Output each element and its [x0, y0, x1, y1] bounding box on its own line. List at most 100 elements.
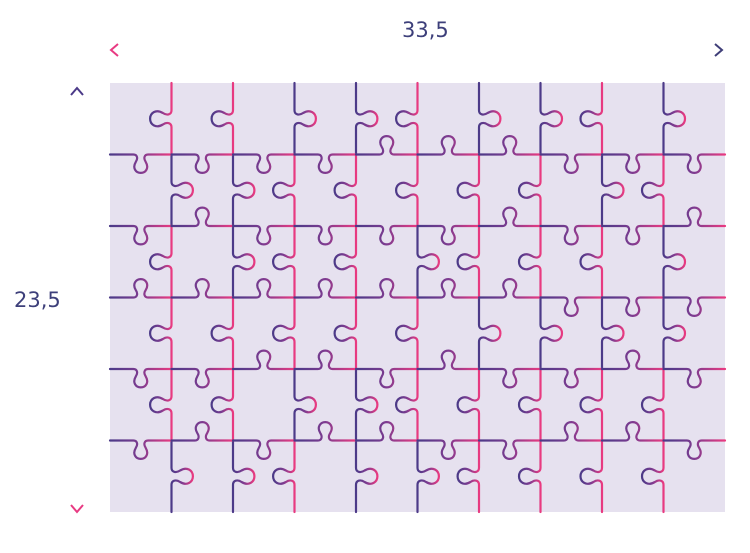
horizontal-cut [477, 439, 542, 461]
horizontal-cut [354, 367, 419, 389]
vertical-cut [456, 224, 481, 299]
vertical-cut [293, 367, 318, 442]
horizontal-cut [416, 134, 481, 156]
horizontal-cut [416, 439, 481, 461]
vertical-cut [456, 367, 481, 442]
horizontal-cut [416, 277, 481, 299]
vertical-cut [231, 439, 256, 514]
vertical-cut [231, 153, 256, 228]
horizontal-cut [231, 153, 296, 175]
horizontal-cut [477, 206, 542, 228]
horizontal-cut [600, 153, 665, 175]
vertical-cut [333, 224, 358, 299]
horizontal-cut [354, 420, 419, 442]
vertical-cut [354, 439, 379, 514]
horizontal-cut [600, 296, 665, 318]
vertical-cut [210, 367, 235, 442]
vertical-cut [416, 224, 441, 299]
horizontal-cut [231, 349, 296, 371]
vertical-cut [539, 296, 564, 371]
horizontal-cut [539, 296, 604, 318]
horizontal-cut [662, 206, 727, 228]
vertical-cut [640, 153, 665, 228]
horizontal-cut [293, 224, 358, 246]
horizontal-cut [600, 349, 665, 371]
vertical-cut [271, 439, 296, 514]
vertical-cut [477, 296, 502, 371]
horizontal-cut [416, 349, 481, 371]
horizontal-cut [539, 420, 604, 442]
horizontal-cut [539, 367, 604, 389]
horizontal-cut [477, 277, 542, 299]
vertical-cut [456, 153, 481, 228]
vertical-cut [148, 81, 173, 156]
vertical-cut [148, 224, 173, 299]
horizontal-cut [662, 296, 727, 318]
horizontal-cut [477, 134, 542, 156]
vertical-cut [662, 296, 687, 371]
vertical-cut [600, 153, 625, 228]
width-label: 33,5 [402, 18, 449, 42]
vertical-cut [477, 81, 502, 156]
horizontal-cut [231, 439, 296, 461]
vertical-cut [170, 439, 195, 514]
vertical-cut [231, 224, 256, 299]
vertical-cut [210, 81, 235, 156]
horizontal-cut [231, 277, 296, 299]
horizontal-cut [108, 367, 173, 389]
vertical-cut [354, 367, 379, 442]
horizontal-cut [662, 367, 727, 389]
horizontal-cut [293, 153, 358, 175]
horizontal-cut [108, 224, 173, 246]
vertical-cut [640, 367, 665, 442]
vertical-cut [416, 439, 441, 514]
height-label: 23,5 [14, 288, 61, 312]
horizontal-cut [108, 277, 173, 299]
vertical-cut [517, 224, 542, 299]
vertical-cut [293, 81, 318, 156]
vertical-cut [333, 153, 358, 228]
horizontal-cut [170, 367, 235, 389]
horizontal-cut [108, 153, 173, 175]
horizontal-cut [539, 224, 604, 246]
vertical-cut [579, 224, 604, 299]
vertical-cut [517, 153, 542, 228]
horizontal-cut [600, 224, 665, 246]
width-dimension-arrow [109, 43, 724, 57]
horizontal-cut [231, 224, 296, 246]
vertical-cut [517, 439, 542, 514]
vertical-cut [271, 296, 296, 371]
horizontal-cut [539, 153, 604, 175]
horizontal-cut [662, 439, 727, 461]
vertical-cut [333, 296, 358, 371]
vertical-cut [394, 81, 419, 156]
horizontal-cut [293, 420, 358, 442]
horizontal-cut [170, 420, 235, 442]
horizontal-cut [293, 349, 358, 371]
vertical-cut [662, 81, 687, 156]
horizontal-cut [170, 153, 235, 175]
vertical-cut [539, 81, 564, 156]
vertical-cut [456, 439, 481, 514]
vertical-cut [662, 224, 687, 299]
horizontal-cut [354, 277, 419, 299]
vertical-cut [640, 439, 665, 514]
height-dimension-arrow [70, 86, 84, 514]
horizontal-cut [170, 206, 235, 228]
vertical-cut [517, 367, 542, 442]
horizontal-cut [354, 134, 419, 156]
horizontal-cut [477, 367, 542, 389]
horizontal-cut [600, 420, 665, 442]
vertical-cut [148, 367, 173, 442]
horizontal-cut [293, 277, 358, 299]
vertical-cut [354, 81, 379, 156]
vertical-cut [394, 296, 419, 371]
vertical-cut [600, 296, 625, 371]
horizontal-cut [662, 153, 727, 175]
vertical-cut [271, 224, 296, 299]
vertical-cut [394, 367, 419, 442]
vertical-cut [271, 153, 296, 228]
vertical-cut [579, 367, 604, 442]
vertical-cut [394, 153, 419, 228]
